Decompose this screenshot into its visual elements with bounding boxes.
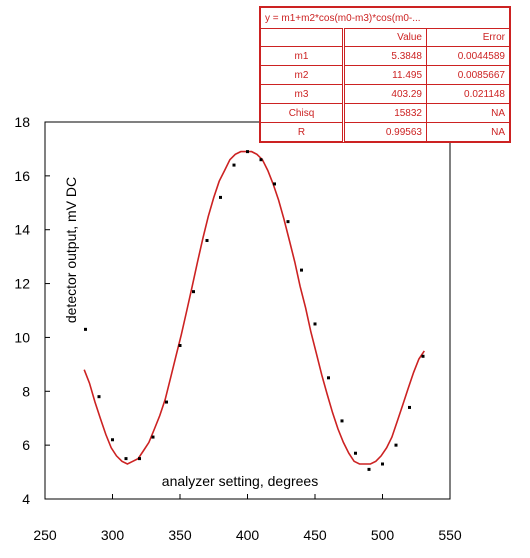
data-points (84, 150, 425, 471)
data-point (313, 322, 317, 326)
param-error: 0.021148 (426, 84, 510, 104)
data-point (205, 238, 209, 242)
param-error: NA (426, 122, 510, 142)
header-error: Error (426, 28, 510, 47)
data-point (327, 376, 330, 380)
y-axis-label: detector output, mV DC (63, 177, 79, 323)
data-point (354, 451, 357, 455)
data-point (97, 395, 101, 399)
y-axis-ticks: 4 6 8 10 12 14 16 18 (14, 114, 50, 507)
y-tick-label: 18 (14, 114, 30, 130)
param-value: 403.29 (343, 84, 427, 104)
param-value: 5.3848 (343, 46, 427, 66)
data-point (219, 195, 222, 199)
param-error: 0.0044589 (426, 46, 510, 66)
fit-results-table: y = m1+m2*cos(m0-m3)*cos(m0-... Value Er… (259, 6, 511, 143)
x-tick-label: 550 (438, 527, 462, 543)
x-tick-label: 350 (168, 527, 192, 543)
x-tick-label: 500 (371, 527, 395, 543)
param-name: m1 (260, 46, 345, 66)
data-point (394, 443, 398, 447)
header-name (260, 28, 345, 47)
table-row: R 0.99563 NA (260, 122, 510, 142)
param-value: 11.495 (343, 65, 427, 85)
param-error: 0.0085667 (426, 65, 510, 85)
table-row: m3 403.29 0.021148 (260, 84, 510, 104)
data-point (111, 438, 114, 442)
data-point (381, 462, 384, 466)
x-tick-label: 450 (303, 527, 327, 543)
data-point (259, 158, 263, 162)
fit-equation: y = m1+m2*cos(m0-m3)*cos(m0-... (260, 7, 510, 29)
param-name: m3 (260, 84, 345, 104)
data-point (286, 220, 290, 224)
param-error: NA (426, 103, 510, 123)
y-tick-label: 14 (14, 222, 30, 238)
param-name: m2 (260, 65, 345, 85)
table-row: Chisq 15832 NA (260, 103, 510, 123)
table-row: m2 11.495 0.0085667 (260, 65, 510, 85)
data-point (246, 150, 249, 154)
y-tick-label: 4 (22, 491, 30, 507)
param-name: R (260, 122, 345, 142)
y-tick-label: 6 (22, 437, 30, 453)
data-point (151, 435, 155, 439)
y-tick-label: 10 (14, 329, 30, 345)
y-tick-label: 16 (14, 168, 30, 184)
data-point (340, 419, 344, 423)
data-point (408, 405, 411, 409)
data-point (367, 467, 371, 471)
data-point (84, 327, 87, 331)
data-point (192, 290, 195, 294)
x-tick-label: 250 (33, 527, 57, 543)
param-name: Chisq (260, 103, 345, 123)
fit-curve (83, 150, 425, 465)
param-value: 15832 (343, 103, 427, 123)
data-point (138, 457, 141, 461)
header-value: Value (343, 28, 427, 47)
param-value: 0.99563 (343, 122, 427, 142)
data-point (421, 354, 425, 358)
x-axis-ticks: 250 300 350 400 450 500 550 (33, 494, 462, 543)
x-tick-label: 300 (101, 527, 125, 543)
y-tick-label: 12 (14, 276, 30, 292)
data-point (178, 344, 182, 348)
table-row: m1 5.3848 0.0044589 (260, 46, 510, 66)
data-point (165, 400, 168, 404)
y-tick-label: 8 (22, 383, 30, 399)
x-tick-label: 400 (236, 527, 260, 543)
data-point (273, 182, 276, 186)
data-point (124, 457, 128, 461)
data-point (300, 268, 303, 272)
x-axis-label: analyzer setting, degrees (162, 473, 318, 489)
data-point (232, 163, 236, 167)
